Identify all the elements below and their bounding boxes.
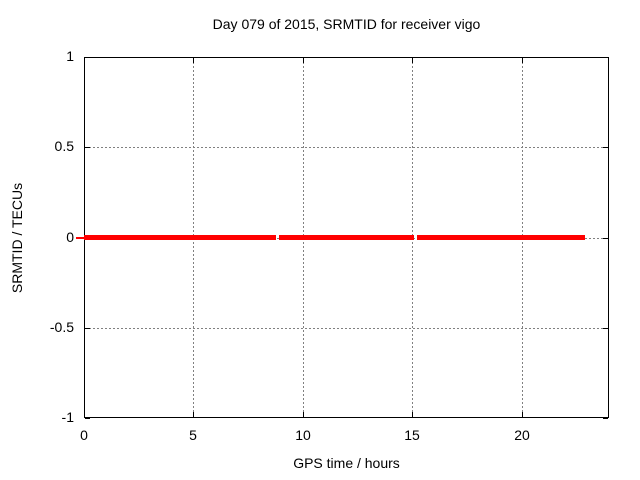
series-line-segment — [84, 235, 276, 240]
y-tick-label: 0 — [66, 229, 74, 245]
x-tick-mark — [302, 412, 304, 417]
y-gridline — [85, 327, 608, 329]
x-tick-mark — [521, 58, 523, 63]
y-tick-mark — [85, 327, 90, 329]
x-axis-title: GPS time / hours — [293, 455, 400, 471]
y-tick-mark — [85, 146, 90, 148]
y-gridline — [85, 146, 608, 148]
x-tick-mark — [302, 58, 304, 63]
chart-title: Day 079 of 2015, SRMTID for receiver vig… — [212, 16, 481, 32]
y-tick-label: -1 — [61, 409, 74, 425]
series-line-segment — [76, 237, 84, 239]
series-line-segment — [279, 235, 414, 240]
x-tick-label: 10 — [295, 427, 311, 443]
x-tick-mark — [411, 58, 413, 63]
y-tick-mark — [603, 146, 608, 148]
y-tick-mark — [603, 417, 608, 419]
x-tick-mark — [83, 58, 85, 63]
y-tick-mark — [603, 327, 608, 329]
y-tick-mark — [603, 237, 608, 239]
x-tick-label: 15 — [404, 427, 420, 443]
x-tick-label: 0 — [80, 427, 88, 443]
x-tick-mark — [192, 412, 194, 417]
y-tick-mark — [85, 417, 90, 419]
x-tick-mark — [83, 412, 85, 417]
y-tick-label: 1 — [66, 48, 74, 64]
y-tick-label: 0.5 — [54, 138, 74, 154]
y-tick-mark — [85, 56, 90, 58]
y-tick-mark — [603, 56, 608, 58]
series-line-segment — [417, 235, 585, 240]
x-tick-mark — [411, 412, 413, 417]
x-tick-label: 5 — [189, 427, 197, 443]
x-tick-label: 20 — [514, 427, 530, 443]
x-tick-mark — [192, 58, 194, 63]
x-tick-mark — [521, 412, 523, 417]
y-tick-label: -0.5 — [49, 319, 74, 335]
